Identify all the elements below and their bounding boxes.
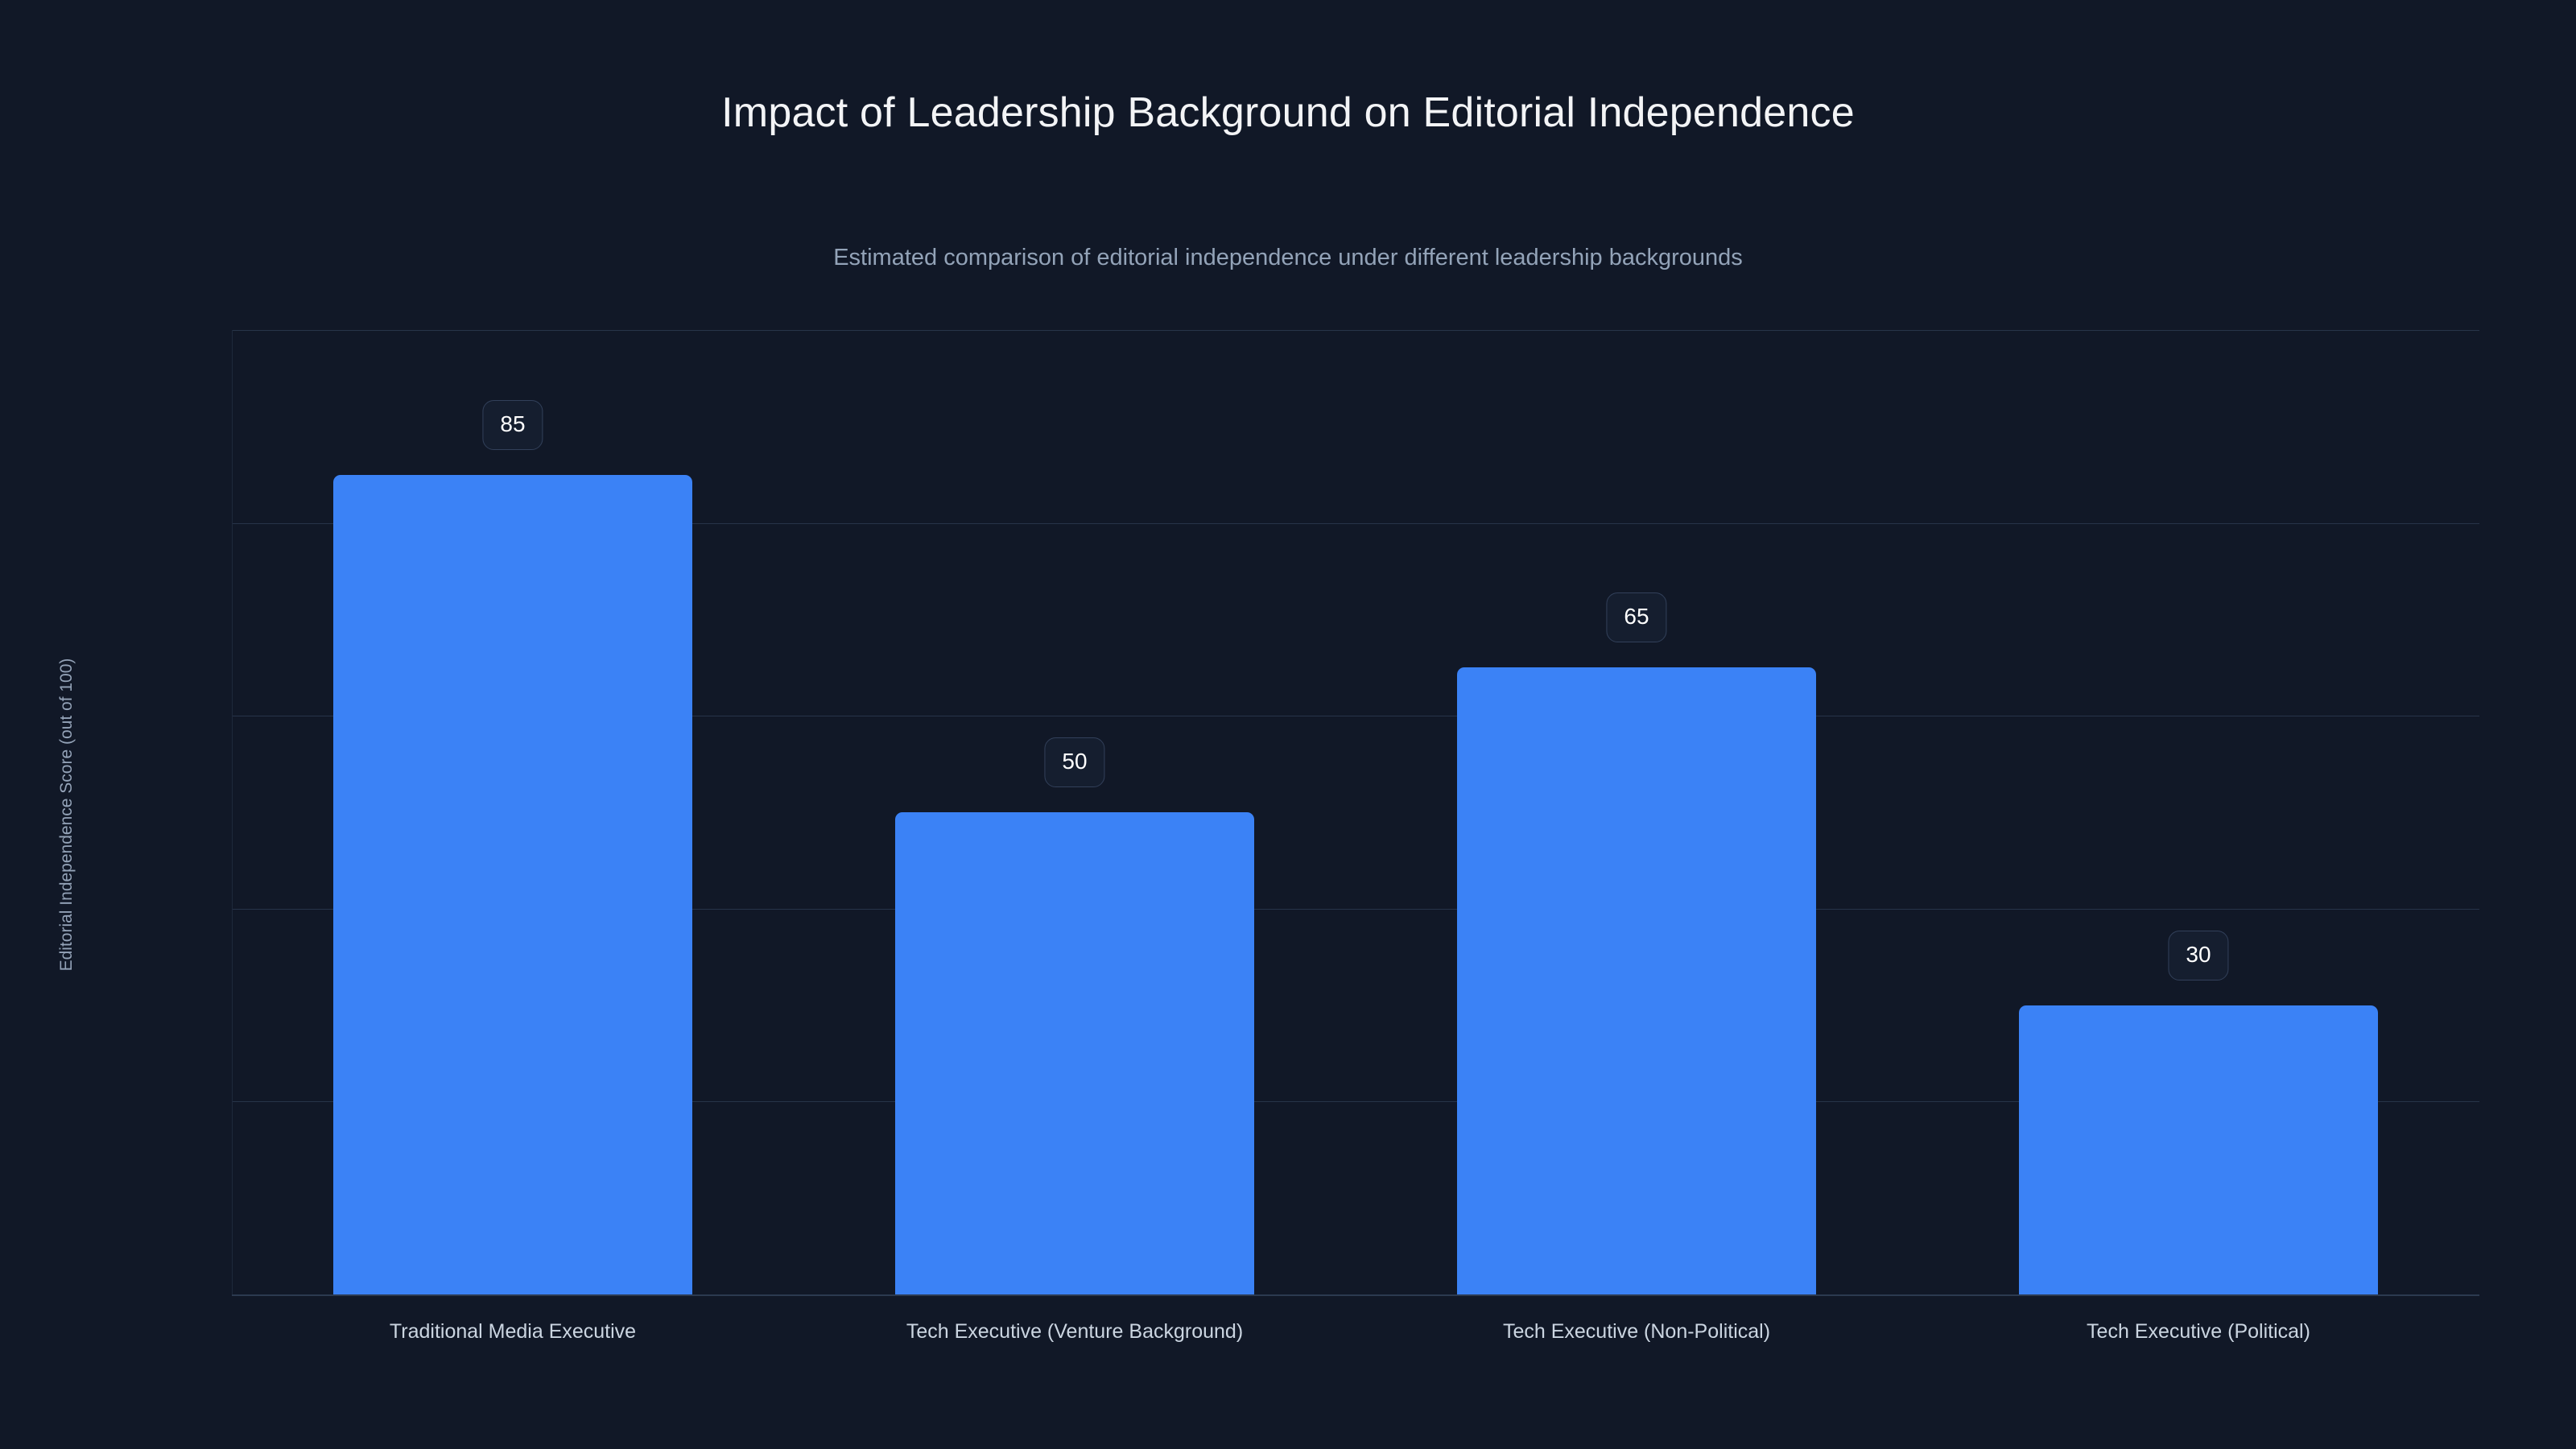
bar-value-label: 50 bbox=[1044, 737, 1105, 787]
x-axis-tick-label: Traditional Media Executive bbox=[389, 1320, 637, 1343]
x-axis-tick-label: Tech Executive (Political) bbox=[2087, 1320, 2310, 1343]
y-axis-line bbox=[232, 330, 233, 1294]
gridline bbox=[232, 330, 2479, 331]
y-axis-title: Editorial Independence Score (out of 100… bbox=[57, 658, 76, 972]
bar[interactable] bbox=[894, 812, 1255, 1294]
gridline bbox=[232, 522, 2479, 524]
chart-title: Impact of Leadership Background on Edito… bbox=[721, 89, 1855, 136]
bar-value-label: 65 bbox=[1606, 592, 1667, 643]
bar-value-label: 85 bbox=[482, 399, 543, 450]
chart-subtitle: Estimated comparison of editorial indepe… bbox=[833, 245, 1743, 270]
x-axis-tick-label: Tech Executive (Non-Political) bbox=[1502, 1320, 1771, 1343]
x-axis-line bbox=[232, 1294, 2479, 1296]
bar[interactable] bbox=[2018, 1005, 2379, 1294]
bar-value-label: 30 bbox=[2168, 930, 2229, 980]
gridline bbox=[232, 908, 2479, 910]
bar[interactable] bbox=[1456, 667, 1817, 1294]
gridline bbox=[232, 1101, 2479, 1103]
bar[interactable] bbox=[332, 474, 693, 1294]
x-axis-tick-label: Tech Executive (Venture Background) bbox=[906, 1320, 1244, 1343]
